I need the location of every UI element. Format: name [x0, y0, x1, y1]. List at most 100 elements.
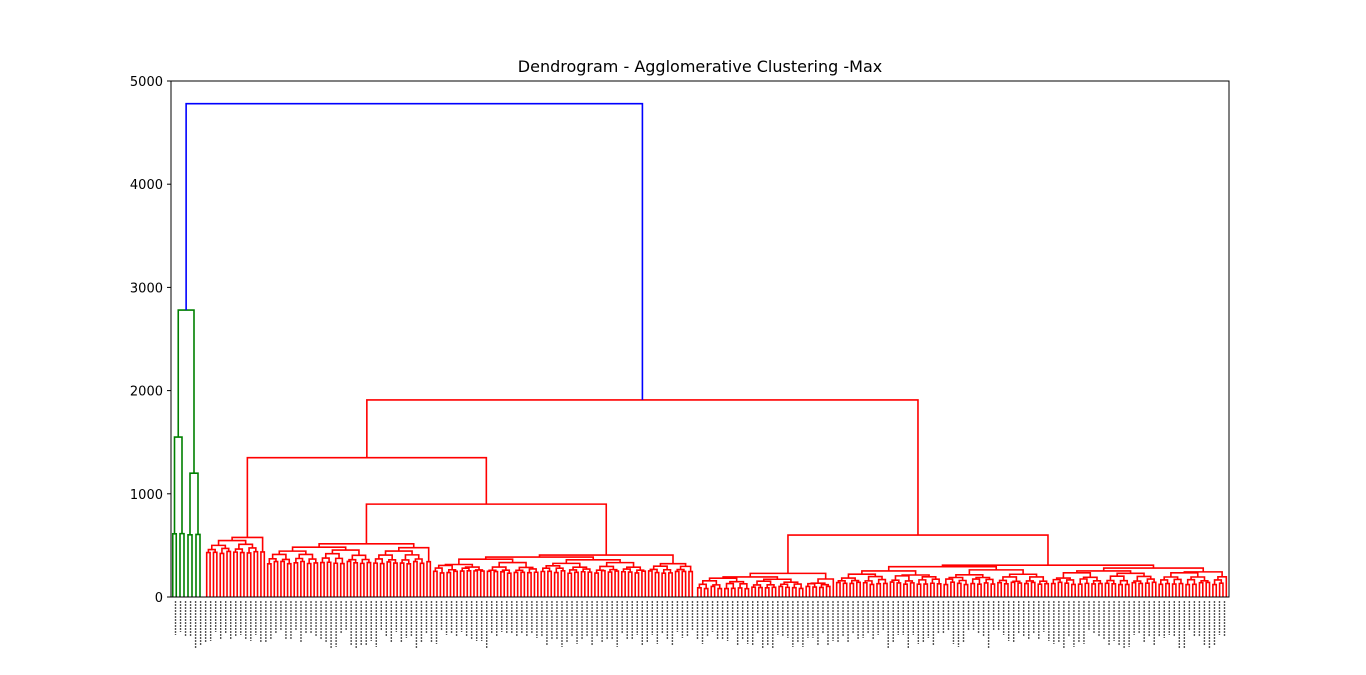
dendrogram-link [1062, 572, 1092, 579]
dendrogram-link [896, 582, 902, 597]
dendrogram-link [555, 567, 564, 573]
dendrogram-link [319, 561, 325, 597]
dendrogram-link [976, 583, 982, 597]
dendrogram-link [921, 575, 937, 580]
dendrogram-link [466, 569, 472, 597]
dendrogram-link [997, 581, 1003, 597]
dendrogram-link [447, 568, 457, 573]
dendrogram-link [217, 539, 247, 546]
dendrogram-link [903, 583, 909, 597]
dendrogram-link [333, 562, 339, 597]
dendrogram-link [366, 399, 919, 536]
dendrogram-link [1050, 582, 1056, 597]
dendrogram-link [1002, 576, 1018, 582]
dendrogram-link [189, 472, 199, 535]
dendrogram-link [278, 550, 307, 555]
y-tick-label: 1000 [130, 488, 163, 503]
dendrogram-link [882, 582, 888, 597]
dendrogram-link [751, 586, 757, 597]
dendrogram-link [520, 571, 526, 597]
dendrogram-link [231, 536, 264, 552]
dendrogram-link [1084, 582, 1090, 597]
dendrogram-link [1055, 577, 1071, 580]
dendrogram-link [179, 532, 185, 597]
dendrogram-link [627, 571, 633, 597]
dendrogram-link [518, 566, 534, 571]
dendrogram-link [968, 569, 1024, 575]
dendrogram-link [1144, 582, 1150, 597]
dendrogram-link [453, 570, 458, 597]
dendrogram-link [461, 567, 470, 572]
dendrogram-link [266, 563, 272, 597]
dendrogram-link [573, 571, 579, 597]
dendrogram-link [560, 569, 566, 597]
dendrogram-link [393, 562, 398, 597]
dendrogram-link [386, 561, 392, 597]
dendrogram-link [641, 570, 647, 597]
dendrogram-link [1044, 582, 1050, 597]
dendrogram-link [233, 551, 238, 597]
dendrogram-link [722, 576, 779, 580]
dendrogram-link [1146, 578, 1155, 584]
dendrogram-link [916, 583, 922, 597]
dendrogram-link [818, 586, 824, 597]
dendrogram-link [334, 557, 344, 564]
dendrogram-link [1178, 582, 1184, 597]
dendrogram-link [313, 562, 319, 597]
dendrogram-link [1198, 581, 1204, 597]
dendrogram-link [351, 554, 367, 560]
dendrogram-link [757, 586, 763, 597]
dendrogram-link [1212, 583, 1218, 597]
dendrogram-link [253, 550, 259, 597]
dendrogram-link [771, 586, 777, 597]
dendrogram-link [676, 568, 685, 572]
dendrogram-link [876, 582, 882, 597]
dendrogram-link [778, 585, 784, 597]
dendrogram-link [1104, 582, 1110, 597]
dendrogram-link [568, 569, 578, 574]
dendrogram-link [580, 570, 586, 597]
dendrogram-link [971, 578, 981, 585]
dendrogram-link [607, 571, 613, 597]
dendrogram-link [473, 570, 479, 597]
dendrogram-link [1030, 581, 1036, 597]
dendrogram-link [785, 586, 791, 597]
dendrogram-link [458, 558, 514, 565]
dendrogram-link [346, 560, 352, 597]
dendrogram-link [1023, 582, 1029, 597]
dendrogram-link [1191, 583, 1197, 597]
dendrogram-link [649, 568, 658, 573]
dendrogram-link [379, 562, 385, 597]
dendrogram-link [212, 551, 218, 597]
dendrogram-link [308, 558, 317, 564]
dendrogram-link [963, 583, 969, 597]
dendrogram-link [1097, 582, 1103, 597]
dendrogram-link [1160, 579, 1169, 585]
dendrogram-link [306, 562, 312, 597]
y-tick-label: 3000 [130, 281, 163, 296]
dendrogram-link [398, 546, 430, 562]
dendrogram-link [725, 582, 735, 589]
dendrogram-link [291, 546, 347, 552]
dendrogram-link [956, 582, 962, 597]
dendrogram-link [661, 572, 667, 597]
dendrogram-link [614, 570, 620, 597]
dendrogram-link [238, 543, 254, 550]
dendrogram-link [1185, 583, 1191, 597]
dendrogram-link [647, 570, 653, 597]
dendrogram-link [300, 560, 305, 597]
dendrogram-link [419, 562, 425, 597]
dendrogram-link [459, 570, 465, 597]
dendrogram-link [1118, 583, 1123, 597]
dendrogram-link [359, 562, 365, 597]
dendrogram-link [1111, 582, 1117, 597]
dendrogram-link [446, 571, 452, 597]
dendrogram-link [326, 561, 332, 597]
dendrogram-link [1136, 575, 1152, 582]
dendrogram-link [889, 581, 895, 597]
dendrogram-link [1017, 582, 1023, 597]
dendrogram-link [904, 580, 914, 585]
dendrogram-link [817, 578, 835, 597]
dendrogram-link [842, 582, 848, 597]
dendrogram-link [812, 586, 818, 597]
